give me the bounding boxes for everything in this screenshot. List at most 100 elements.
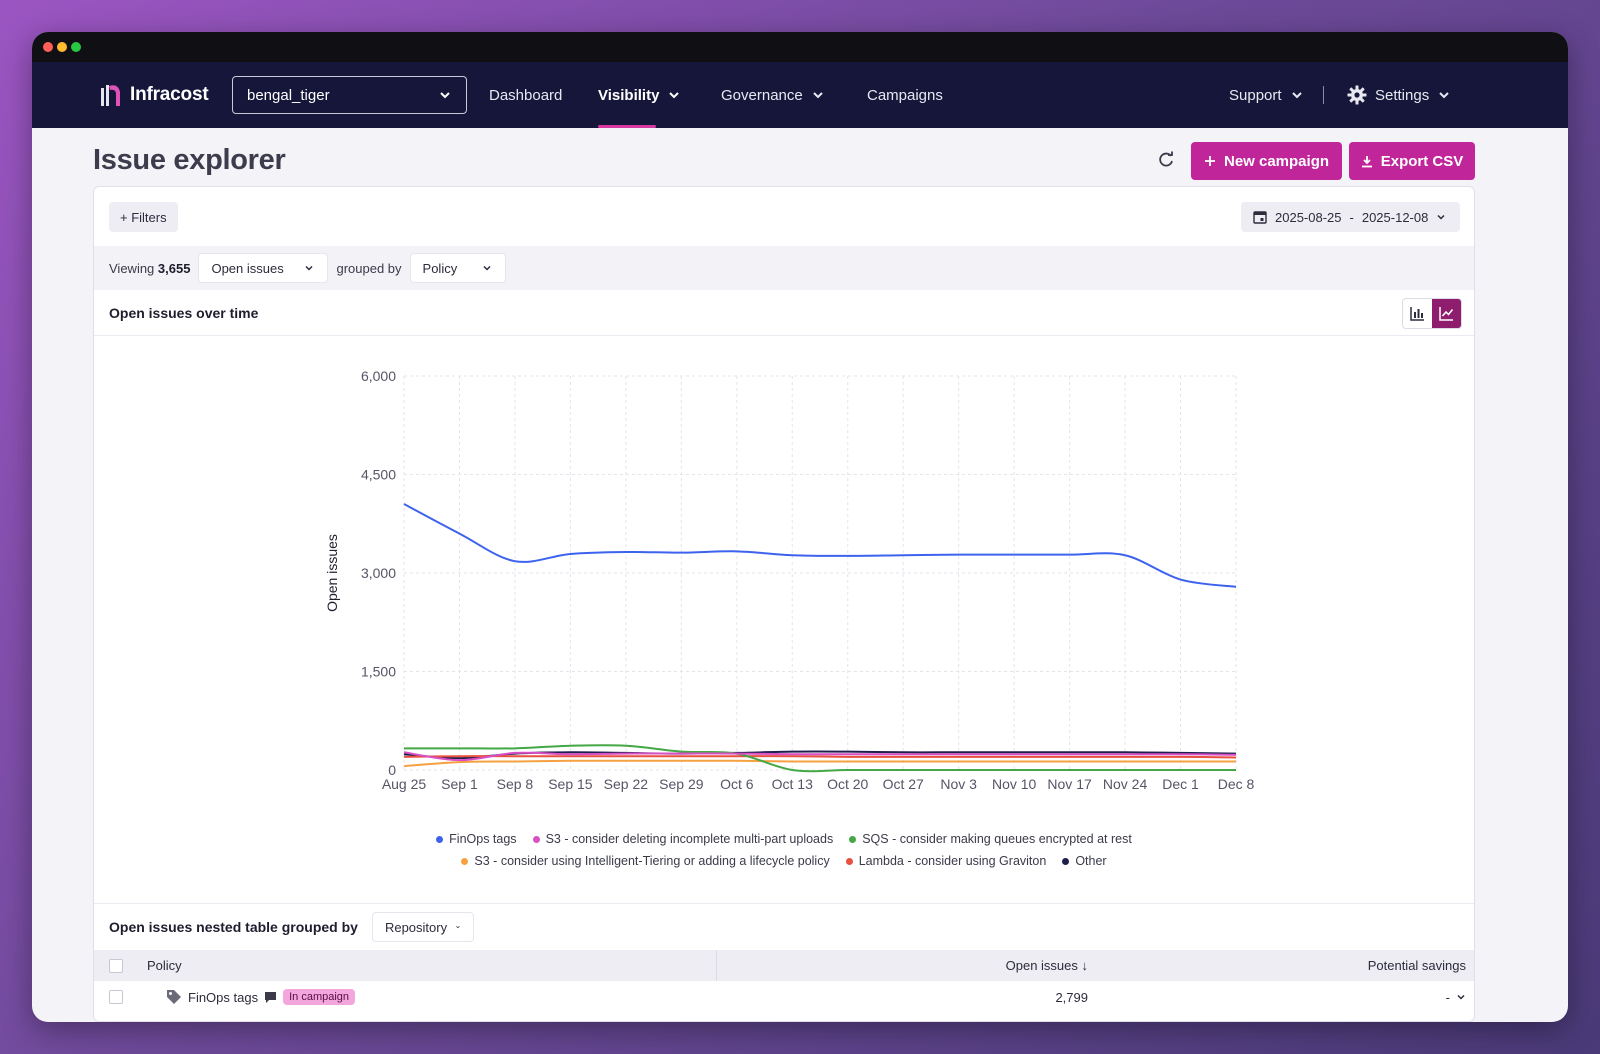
top-navbar: Infracost bengal_tiger Dashboard Visibil… xyxy=(32,62,1568,128)
bar-chart-toggle[interactable] xyxy=(1403,299,1432,328)
download-icon xyxy=(1361,155,1372,167)
org-select[interactable]: bengal_tiger xyxy=(232,76,467,114)
maximize-window-button[interactable] xyxy=(71,42,81,52)
policy-cell: FinOps tags In campaign xyxy=(166,989,356,1005)
series-line-finops-tags xyxy=(403,503,1237,588)
comment-icon xyxy=(265,991,277,1003)
date-range-picker[interactable]: 2025-08-25 - 2025-12-08 xyxy=(1241,202,1460,232)
date-end: 2025-12-08 xyxy=(1361,209,1429,225)
table-title: Open issues nested table grouped by xyxy=(109,919,358,935)
legend-dot xyxy=(436,835,444,843)
plus-icon xyxy=(1204,156,1215,166)
x-tick-label: Sep 29 xyxy=(659,776,704,792)
chevron-down-icon xyxy=(483,265,491,271)
nav-visibility-label: Visibility xyxy=(598,86,660,104)
table-header: Policy Open issues ↓ Potential savings xyxy=(94,950,1474,981)
new-campaign-button[interactable]: New campaign xyxy=(1191,142,1342,180)
savings-cell: - xyxy=(1446,990,1466,1005)
nav-campaigns-label: Campaigns xyxy=(867,86,943,104)
legend-item[interactable]: S3 - consider using Intelligent-Tiering … xyxy=(461,854,830,868)
calendar-icon xyxy=(1253,211,1267,224)
in-campaign-badge: In campaign xyxy=(283,989,356,1005)
legend-item[interactable]: SQS - consider making queues encrypted a… xyxy=(849,832,1132,846)
table-group-select[interactable]: Repository xyxy=(371,912,474,942)
logo[interactable]: Infracost xyxy=(100,84,209,106)
metric-select[interactable]: Open issues xyxy=(198,253,329,283)
legend-label: S3 - consider deleting incomplete multi-… xyxy=(545,832,834,846)
explorer-card: + Filters 2025-08-25 - 2025-12-08 Viewin… xyxy=(93,186,1475,1022)
x-tick-label: Oct 27 xyxy=(883,776,924,792)
x-tick-label: Nov 10 xyxy=(992,776,1037,792)
nested-table-section: Open issues nested table grouped by Repo… xyxy=(94,903,1474,1013)
series-line-s3-consider-deleting-incomplete-multi-part-uploads xyxy=(403,751,1237,762)
nav-visibility[interactable]: Visibility xyxy=(598,62,681,128)
chevron-down-icon xyxy=(456,926,460,929)
nav-governance[interactable]: Governance xyxy=(721,62,825,128)
nav-divider xyxy=(1323,86,1324,104)
policy-name[interactable]: FinOps tags xyxy=(188,989,259,1005)
legend-item[interactable]: FinOps tags xyxy=(436,832,517,846)
open-issues-cell: 2,799 xyxy=(1055,989,1088,1005)
legend-dot xyxy=(1062,857,1070,865)
legend-label: Lambda - consider using Graviton xyxy=(858,854,1047,868)
legend-dot xyxy=(532,835,540,843)
group-select[interactable]: Policy xyxy=(409,253,506,283)
legend-item[interactable]: S3 - consider deleting incomplete multi-… xyxy=(532,832,834,846)
y-tick-label: 4,500 xyxy=(361,467,396,483)
legend-item[interactable]: Lambda - consider using Graviton xyxy=(845,854,1047,868)
grouped-by-label: grouped by xyxy=(336,260,402,276)
x-tick-label: Dec 8 xyxy=(1218,776,1255,792)
nav-dashboard[interactable]: Dashboard xyxy=(489,62,562,128)
refresh-icon[interactable] xyxy=(1156,150,1176,170)
column-header-policy[interactable]: Policy xyxy=(147,958,182,973)
line-chart-icon xyxy=(1439,307,1454,321)
legend-row: S3 - consider using Intelligent-Tiering … xyxy=(94,850,1474,872)
legend-label: FinOps tags xyxy=(449,832,517,846)
chevron-down-icon xyxy=(813,92,823,99)
filters-button[interactable]: + Filters xyxy=(109,202,178,232)
main-content: Issue explorer New campaign Export CSV +… xyxy=(32,128,1568,1022)
line-chart-toggle[interactable] xyxy=(1432,299,1461,328)
chevron-down-icon[interactable] xyxy=(1456,992,1466,1002)
x-tick-label: Sep 15 xyxy=(548,776,593,792)
chevron-down-icon xyxy=(440,92,450,99)
x-tick-label: Aug 25 xyxy=(382,776,427,792)
row-checkbox[interactable] xyxy=(109,990,123,1004)
group-select-value: Policy xyxy=(422,260,458,276)
viewing-count: 3,655 xyxy=(157,260,191,276)
column-header-potential-savings[interactable]: Potential savings xyxy=(1367,958,1466,973)
chevron-down-icon xyxy=(1437,214,1445,220)
open-issues-line-chart: 0 1,500 3,000 4,500 6,000 Aug 25 Sep 1 Sep 8 Sep… xyxy=(324,368,1255,792)
bar-chart-icon xyxy=(1410,307,1424,321)
page-title: Issue explorer xyxy=(93,144,286,176)
table-row[interactable]: FinOps tags In campaign 2,799 - xyxy=(94,981,1474,1013)
legend-label: SQS - consider making queues encrypted a… xyxy=(862,832,1132,846)
minimize-window-button[interactable] xyxy=(57,42,67,52)
legend-dot xyxy=(461,857,469,865)
nav-settings-label: Settings xyxy=(1375,86,1430,104)
nav-campaigns[interactable]: Campaigns xyxy=(867,62,943,128)
x-tick-label: Sep 1 xyxy=(441,776,478,792)
metric-select-value: Open issues xyxy=(211,260,284,276)
select-all-checkbox[interactable] xyxy=(109,958,123,973)
x-tick-label: Nov 17 xyxy=(1047,776,1092,792)
export-csv-button[interactable]: Export CSV xyxy=(1349,142,1475,180)
legend-dot xyxy=(845,857,853,865)
legend-row: FinOps tags S3 - consider deleting incomp… xyxy=(94,828,1474,850)
column-header-open-issues[interactable]: Open issues ↓ xyxy=(1005,958,1088,973)
app-window: Infracost bengal_tiger Dashboard Visibil… xyxy=(32,32,1568,1022)
series-line-lambda-consider-using-graviton xyxy=(403,755,1237,759)
close-window-button[interactable] xyxy=(43,42,53,52)
x-tick-label: Oct 13 xyxy=(772,776,813,792)
nav-support[interactable]: Support xyxy=(1229,62,1304,128)
gear-icon xyxy=(1347,85,1367,105)
chart-legend: FinOps tags S3 - consider deleting incomp… xyxy=(94,828,1474,872)
nav-active-indicator xyxy=(598,125,656,128)
viewing-prefix: Viewing 3,655 xyxy=(109,260,191,276)
nav-dashboard-label: Dashboard xyxy=(489,86,563,104)
series-line-sqs-consider-making-queues-encrypted-at-rest xyxy=(404,744,1236,773)
nav-settings[interactable]: Settings xyxy=(1347,62,1451,128)
legend-label: S3 - consider using Intelligent-Tiering … xyxy=(474,854,830,868)
chevron-down-icon xyxy=(1291,92,1302,99)
legend-item[interactable]: Other xyxy=(1062,854,1107,868)
